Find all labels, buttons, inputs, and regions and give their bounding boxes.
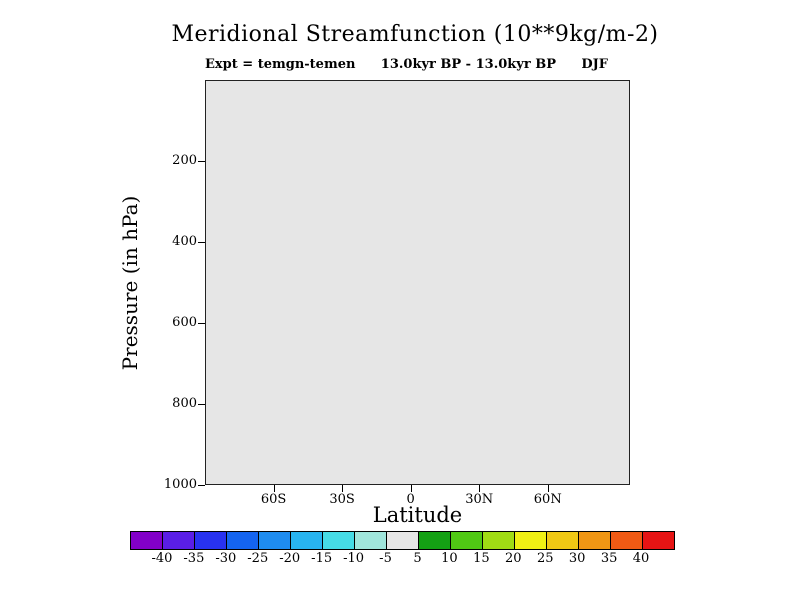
x-tick-label: 60N [533, 492, 562, 507]
x-tick-mark [410, 485, 412, 492]
y-tick-mark [198, 323, 205, 324]
colorbar-label: 40 [632, 551, 650, 566]
time-range-label: 13.0kyr BP - 13.0kyr BP [380, 57, 556, 72]
colorbar-label: -15 [311, 551, 333, 566]
colorbar-segment [579, 532, 611, 549]
colorbar-label: -10 [343, 551, 365, 566]
colorbar-segment [163, 532, 195, 549]
x-axis-title: Latitude [372, 503, 463, 527]
colorbar-label: 20 [505, 551, 522, 566]
x-tick-mark [342, 485, 344, 492]
y-axis-title: Pressure (in hPa) [118, 195, 142, 371]
y-tick-mark [198, 242, 205, 243]
colorbar-segment [355, 532, 387, 549]
x-tick-mark [547, 485, 549, 492]
colorbar-label: 5 [413, 551, 422, 566]
chart-title: Meridional Streamfunction (10**9kg/m-2) [171, 22, 659, 47]
y-tick-label: 600 [172, 315, 197, 330]
colorbar-segment [547, 532, 579, 549]
y-tick-mark [198, 485, 205, 486]
colorbar-segment [291, 532, 323, 549]
colorbar-segment [131, 532, 163, 549]
colorbar-label: 30 [568, 551, 586, 566]
colorbar-label: 15 [473, 551, 490, 566]
y-tick-label: 800 [172, 396, 197, 411]
colorbar-labels: -40 -35 -30 -25 -20 -15 -10 -5 5 10 15 20 25 30 35 40 [0, 551, 800, 569]
y-tick-mark [198, 161, 205, 162]
subtitle-row: Expt = temgn-temen 13.0kyr BP - 13.0kyr … [205, 57, 608, 72]
colorbar-label: -25 [247, 551, 269, 566]
colorbar-segment [483, 532, 515, 549]
colorbar-segment [323, 532, 355, 549]
colorbar-segment [611, 532, 643, 549]
colorbar-segment [451, 532, 483, 549]
y-tick-label: 200 [172, 153, 197, 168]
colorbar-segment [643, 532, 674, 549]
colorbar-segment [259, 532, 291, 549]
colorbar-segment [515, 532, 547, 549]
colorbar-label: 10 [441, 551, 458, 566]
colorbar-label: -20 [279, 551, 301, 566]
colorbar-label: -35 [183, 551, 205, 566]
x-tick-mark [273, 485, 275, 492]
x-tick-label: 0 [406, 492, 415, 507]
y-tick-label: 400 [172, 234, 197, 249]
colorbar-label: -40 [151, 551, 173, 566]
experiment-label: Expt = temgn-temen [205, 57, 356, 72]
colorbar-segment [195, 532, 227, 549]
colorbar-label: -30 [215, 551, 237, 566]
season-label: DJF [581, 57, 608, 72]
y-tick-mark [198, 404, 205, 405]
colorbar-label: 25 [536, 551, 554, 566]
x-tick-label: 30N [465, 492, 494, 507]
colorbar-segment [419, 532, 451, 549]
colorbar-segment [387, 532, 419, 549]
colorbar [130, 531, 675, 550]
x-tick-mark [479, 485, 481, 492]
plot-area [205, 80, 630, 485]
colorbar-segment [227, 532, 259, 549]
x-tick-label: 30S [329, 492, 355, 507]
y-tick-label: 1000 [163, 477, 197, 492]
colorbar-label: 35 [600, 551, 618, 566]
colorbar-label: -5 [379, 551, 392, 566]
x-tick-label: 60S [260, 492, 287, 507]
